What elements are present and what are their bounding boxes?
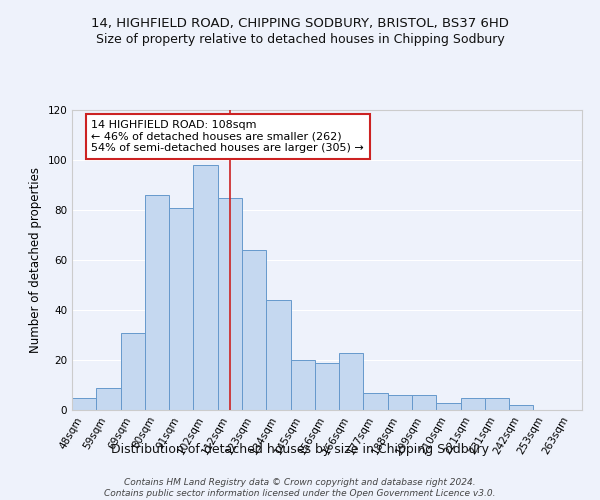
Y-axis label: Number of detached properties: Number of detached properties [29,167,42,353]
Bar [412,395,436,410]
Bar [388,395,412,410]
Bar [290,360,315,410]
Bar [485,398,509,410]
Bar [145,195,169,410]
Bar [242,250,266,410]
Bar [436,402,461,410]
Bar [509,405,533,410]
Text: Size of property relative to detached houses in Chipping Sodbury: Size of property relative to detached ho… [95,32,505,46]
Bar [72,398,96,410]
Text: Distribution of detached houses by size in Chipping Sodbury: Distribution of detached houses by size … [111,442,489,456]
Text: Contains HM Land Registry data © Crown copyright and database right 2024.
Contai: Contains HM Land Registry data © Crown c… [104,478,496,498]
Bar [96,388,121,410]
Text: 14 HIGHFIELD ROAD: 108sqm
← 46% of detached houses are smaller (262)
54% of semi: 14 HIGHFIELD ROAD: 108sqm ← 46% of detac… [91,120,364,153]
Bar [461,398,485,410]
Bar [339,352,364,410]
Bar [315,362,339,410]
Bar [169,208,193,410]
Text: 14, HIGHFIELD ROAD, CHIPPING SODBURY, BRISTOL, BS37 6HD: 14, HIGHFIELD ROAD, CHIPPING SODBURY, BR… [91,18,509,30]
Bar [121,332,145,410]
Bar [266,300,290,410]
Bar [364,392,388,410]
Bar [218,198,242,410]
Bar [193,165,218,410]
